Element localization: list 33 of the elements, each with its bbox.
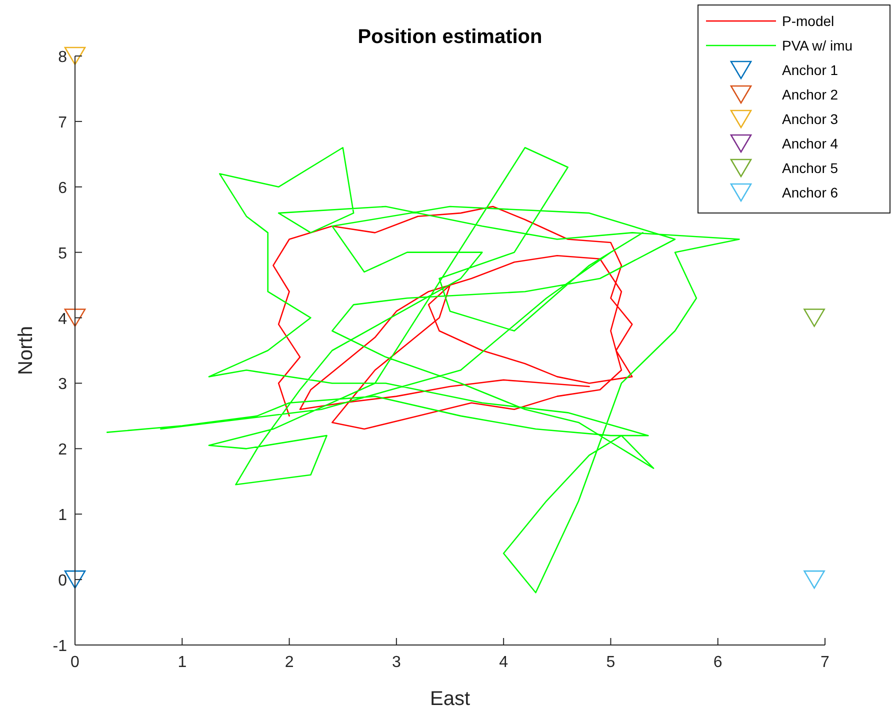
x-tick-label: 4 (499, 654, 508, 671)
y-tick-label: 0 (58, 572, 68, 590)
x-tick-label: 6 (713, 654, 722, 671)
legend-label: Anchor 2 (782, 86, 838, 102)
x-tick-label: 1 (178, 654, 187, 671)
x-tick-label: 5 (606, 654, 616, 671)
x-tick-label: 3 (392, 654, 401, 671)
chart-title: Position estimation (358, 26, 542, 48)
y-tick-label: 8 (58, 49, 68, 66)
legend-label: Anchor 1 (782, 62, 838, 78)
line-series (106, 146, 740, 594)
legend-label: Anchor 4 (782, 136, 838, 152)
point (804, 308, 825, 327)
y-tick-label: 5 (58, 245, 68, 262)
legend-label: Anchor 5 (782, 160, 838, 176)
x-tick-label: 7 (820, 654, 830, 671)
y-tick-label: 7 (58, 114, 68, 132)
legend-label: P-model (782, 13, 834, 29)
legend-label: Anchor 3 (782, 111, 838, 127)
x-tick-label: 0 (70, 654, 80, 671)
y-tick-label: 6 (58, 180, 68, 197)
x-tick-label: 2 (284, 654, 294, 671)
x-axis-title: East (430, 688, 470, 710)
y-tick-label: 1 (58, 507, 68, 524)
y-tick-label: 2 (58, 442, 68, 459)
y-tick-label: 3 (58, 376, 68, 394)
line-series (272, 206, 633, 430)
point (804, 570, 825, 589)
y-tick-label: 4 (58, 310, 68, 328)
y-tick-label: -1 (52, 638, 68, 655)
y-axis-title: North (15, 326, 37, 375)
legend-label: Anchor 6 (782, 184, 838, 200)
legend-label: PVA w/ imu (782, 38, 853, 54)
